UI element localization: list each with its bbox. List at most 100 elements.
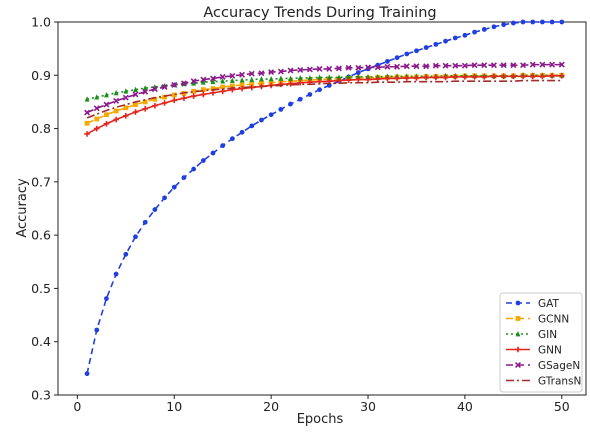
data-point-gin bbox=[278, 75, 284, 81]
legend-item-gsagen: GSageN bbox=[506, 360, 580, 372]
data-point-gsagen bbox=[239, 71, 246, 78]
data-point-gin bbox=[249, 76, 255, 82]
data-point-gnn bbox=[442, 74, 449, 81]
data-point-gcnn bbox=[200, 87, 206, 93]
data-point-gnn bbox=[520, 73, 526, 80]
data-point-gat bbox=[259, 117, 264, 123]
data-point-gcnn bbox=[142, 99, 148, 105]
data-point-gnn bbox=[287, 81, 294, 87]
data-point-gsagen bbox=[103, 101, 110, 108]
x-axis-label: Epochs bbox=[297, 412, 344, 427]
data-point-gsagen bbox=[229, 72, 236, 79]
data-point-gcnn bbox=[84, 120, 90, 126]
data-point-gsagen bbox=[132, 91, 139, 98]
data-point-gsagen bbox=[384, 63, 391, 70]
data-point-gat bbox=[549, 19, 555, 25]
data-point-gcnn bbox=[133, 102, 138, 107]
data-point-gin bbox=[268, 76, 274, 82]
data-point-gsagen bbox=[180, 80, 187, 87]
data-point-gsagen bbox=[161, 84, 168, 90]
legend-item-gcnn: GCNN bbox=[506, 314, 569, 326]
legend-marker-gsagen bbox=[515, 362, 521, 368]
data-point-gcnn bbox=[123, 105, 129, 111]
data-point-gnn bbox=[433, 74, 439, 81]
data-point-gnn bbox=[297, 79, 304, 86]
data-point-gat bbox=[491, 24, 497, 30]
legend-label-gat: GAT bbox=[538, 298, 560, 310]
y-tick-label: 0.3 bbox=[31, 388, 51, 403]
data-point-gsagen bbox=[200, 76, 207, 83]
data-point-gin bbox=[210, 78, 216, 85]
legend-marker-gin bbox=[515, 331, 521, 337]
data-point-gsagen bbox=[287, 67, 294, 74]
data-point-gsagen bbox=[151, 86, 158, 93]
data-point-gsagen bbox=[481, 62, 488, 69]
data-point-gcnn bbox=[152, 96, 158, 102]
data-point-gnn bbox=[500, 73, 507, 80]
data-point-gnn bbox=[210, 90, 216, 96]
data-point-gsagen bbox=[297, 66, 304, 73]
data-point-gat bbox=[501, 22, 507, 28]
data-point-gsagen bbox=[374, 64, 381, 71]
data-point-gsagen bbox=[413, 63, 420, 70]
data-point-gsagen bbox=[423, 63, 430, 70]
data-point-gin bbox=[288, 75, 293, 81]
data-point-gat bbox=[317, 87, 322, 93]
data-point-gat bbox=[268, 112, 274, 118]
legend-marker-gcnn bbox=[515, 316, 521, 321]
y-tick-label: 0.9 bbox=[31, 68, 51, 83]
legend-item-gat: GAT bbox=[506, 298, 560, 310]
data-point-gat bbox=[423, 45, 429, 50]
data-point-gsagen bbox=[403, 63, 410, 70]
data-point-gat bbox=[433, 41, 439, 47]
data-point-gnn bbox=[413, 75, 420, 81]
data-point-gat bbox=[443, 38, 448, 44]
data-point-gnn bbox=[336, 77, 342, 84]
y-tick-label: 0.4 bbox=[31, 334, 51, 349]
data-point-gnn bbox=[181, 95, 187, 101]
data-point-gnn bbox=[200, 91, 207, 98]
series-line-gtransn bbox=[86, 79, 562, 119]
series-gnn bbox=[84, 73, 565, 137]
series-line-gat bbox=[86, 21, 562, 374]
plot-area: 0 10 20 30 40 50 0.3 0.4 0.5 0.6 0.7 0.8 0.9 1.0 bbox=[31, 15, 587, 414]
data-point-gnn bbox=[481, 74, 488, 80]
data-point-gat bbox=[297, 96, 303, 102]
data-point-gsagen bbox=[558, 61, 565, 68]
data-point-gsagen bbox=[93, 105, 100, 112]
x-tick-label: 20 bbox=[263, 399, 279, 414]
data-point-gsagen bbox=[113, 97, 120, 104]
data-point-gsagen bbox=[190, 78, 197, 85]
data-point-gnn bbox=[161, 100, 168, 106]
data-point-gat bbox=[510, 20, 516, 26]
x-tick-label: 0 bbox=[73, 399, 81, 414]
data-point-gcnn bbox=[259, 80, 264, 86]
data-point-gnn bbox=[374, 76, 381, 82]
data-point-gnn bbox=[152, 102, 158, 109]
x-tick-label: 10 bbox=[166, 399, 182, 414]
data-point-gat bbox=[239, 129, 245, 135]
legend-marker-gat bbox=[515, 300, 521, 306]
series-line-gsagen bbox=[86, 63, 562, 114]
data-point-gin bbox=[259, 76, 264, 82]
legend-label-gcnn: GCNN bbox=[538, 314, 569, 326]
data-point-gsagen bbox=[258, 70, 265, 77]
data-point-gnn bbox=[403, 75, 410, 81]
data-point-gat bbox=[394, 55, 400, 61]
data-point-gat bbox=[133, 234, 138, 240]
data-point-gin bbox=[104, 92, 109, 98]
data-point-gin bbox=[113, 89, 119, 96]
data-point-gcnn bbox=[171, 92, 177, 98]
legend-marker-gnn bbox=[515, 346, 521, 353]
data-point-gsagen bbox=[345, 64, 352, 71]
data-point-gsagen bbox=[471, 62, 478, 69]
data-point-gnn bbox=[93, 125, 100, 132]
data-point-gin bbox=[123, 88, 129, 94]
data-point-gcnn bbox=[104, 112, 109, 118]
data-point-gcnn bbox=[162, 94, 167, 100]
legend-label-gsagen: GSageN bbox=[538, 360, 580, 372]
data-point-gsagen bbox=[442, 62, 449, 69]
data-point-gat bbox=[94, 327, 100, 333]
data-point-gat bbox=[249, 123, 255, 129]
